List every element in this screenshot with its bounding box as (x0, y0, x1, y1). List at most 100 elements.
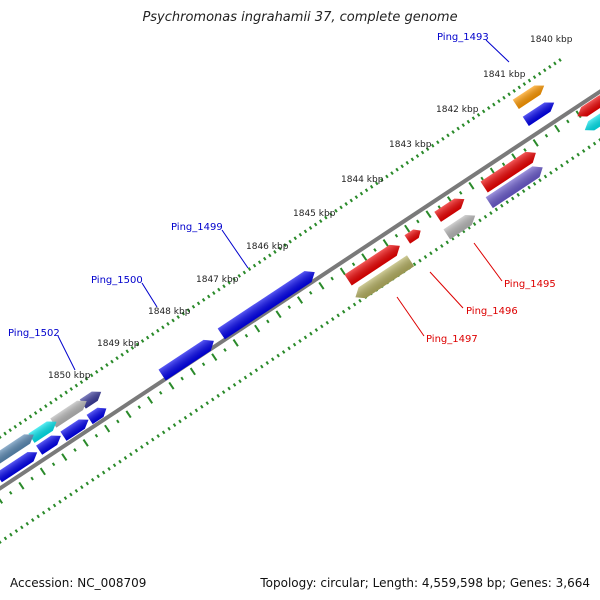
tick-mark (41, 468, 45, 475)
tick-mark (299, 340, 301, 343)
tick-mark (117, 420, 119, 423)
tick-mark (105, 425, 109, 432)
gene-arrow-ping-1500[interactable] (159, 335, 218, 380)
gene-label-ping-1493[interactable]: Ping_1493 (437, 32, 509, 62)
tick-mark (305, 230, 307, 233)
tick-mark (103, 471, 105, 474)
tick-mark (53, 463, 55, 466)
tick-mark (485, 215, 487, 218)
tick-mark (261, 365, 263, 368)
tick-mark (481, 177, 483, 180)
tick-mark (272, 358, 274, 361)
tick-mark (493, 103, 495, 106)
tick-mark (114, 464, 116, 467)
tick-mark (83, 440, 87, 447)
tick-mark (446, 241, 448, 244)
tick-mark (517, 193, 519, 196)
gene-arrow-cyan[interactable] (582, 113, 600, 134)
tick-mark (435, 248, 437, 251)
tick-mark (147, 336, 149, 339)
tick-mark (546, 134, 548, 137)
tick-mark (512, 197, 514, 200)
tick-mark (539, 72, 541, 75)
tick-mark (217, 394, 219, 397)
tick-mark (234, 384, 236, 387)
tick-mark (294, 343, 296, 346)
tick-mark (116, 357, 118, 360)
tick-mark (9, 429, 11, 432)
tick-mark (0, 541, 1, 544)
tick-mark (239, 380, 241, 383)
tick-mark (353, 263, 355, 266)
tick-mark (386, 175, 388, 178)
tick-mark (223, 391, 225, 394)
tick-mark (74, 449, 76, 452)
tick-mark (50, 401, 52, 404)
gene-label-text: Ping_1493 (437, 32, 489, 43)
tick-mark (305, 336, 307, 339)
tick-mark (479, 219, 481, 222)
tick-mark (490, 212, 492, 215)
tick-mark (529, 79, 531, 82)
gene-label-ping-1497[interactable]: Ping_1497 (397, 297, 478, 345)
tick-mark (198, 302, 200, 305)
gene-label-ping-1499[interactable]: Ping_1499 (171, 222, 248, 268)
tick-mark (97, 475, 99, 478)
gene-label-ping-1500[interactable]: Ping_1500 (91, 275, 157, 307)
scale-label: 1841 kbp (483, 70, 526, 80)
tick-mark (417, 155, 419, 158)
tick-mark (223, 285, 225, 288)
tick-mark (566, 161, 568, 164)
tick-mark (152, 438, 154, 441)
tick-mark (508, 93, 510, 96)
tick-mark (345, 203, 347, 206)
scale-label: 1843 kbp (389, 140, 432, 150)
tick-mark (91, 374, 93, 377)
tick-mark (419, 259, 421, 262)
tick-mark (320, 220, 322, 223)
tick-mark (405, 225, 409, 232)
tick-mark (577, 153, 579, 156)
tick-mark (138, 406, 140, 409)
tick-mark (447, 134, 449, 137)
tick-mark (533, 140, 537, 147)
tick-mark (417, 220, 419, 223)
tick-mark (277, 354, 279, 357)
tick-mark (411, 158, 413, 161)
tick-mark (152, 333, 154, 336)
tick-mark (96, 371, 98, 374)
tick-mark (315, 223, 317, 226)
tick-mark (414, 263, 416, 266)
tick-mark (442, 138, 444, 141)
tick-mark (243, 271, 245, 274)
tick-mark (30, 415, 32, 418)
gene-label-ping-1495[interactable]: Ping_1495 (474, 243, 556, 290)
tick-mark (0, 436, 1, 439)
tick-mark (233, 340, 237, 347)
tick-mark (81, 486, 83, 489)
gene-arrow-blue[interactable] (87, 404, 110, 424)
tick-mark (212, 354, 216, 361)
gene-label-text: Ping_1497 (426, 334, 478, 345)
tick-mark (65, 391, 67, 394)
tick-mark (264, 257, 266, 260)
tick-mark (396, 168, 398, 171)
tick-mark (15, 530, 17, 533)
gene-label-text: Ping_1496 (466, 306, 518, 317)
tick-mark (288, 306, 290, 309)
gene-label-ping-1502[interactable]: Ping_1502 (8, 328, 75, 370)
tick-mark (488, 107, 490, 110)
tick-mark (523, 190, 525, 193)
tick-mark (391, 172, 393, 175)
gene-label-text: Ping_1495 (504, 279, 556, 290)
tick-mark (359, 299, 361, 302)
tick-mark (430, 252, 432, 255)
tick-mark (75, 490, 77, 493)
tick-mark (40, 408, 42, 411)
tick-mark (503, 96, 505, 99)
tick-mark (294, 237, 296, 240)
tick-mark (70, 388, 72, 391)
tick-mark (332, 318, 334, 321)
tick-mark (460, 192, 462, 195)
tick-mark (201, 405, 203, 408)
